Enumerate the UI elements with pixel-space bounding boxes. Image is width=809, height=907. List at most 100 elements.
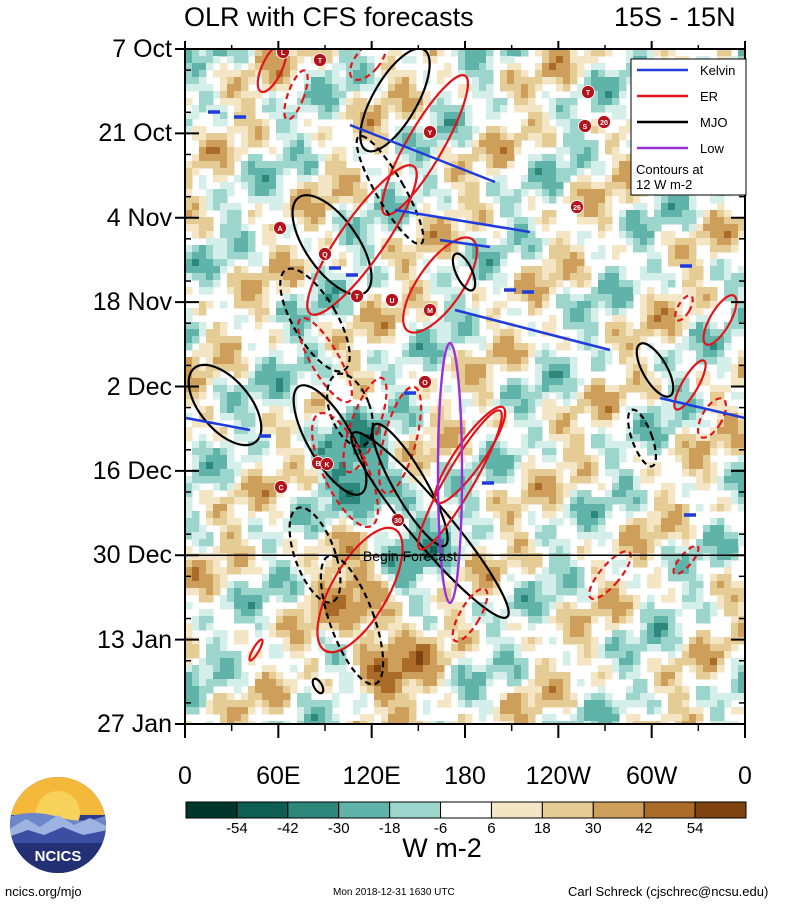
contour-17 xyxy=(377,385,423,495)
colorbar-units: W m-2 xyxy=(402,833,482,863)
contour-30 xyxy=(588,550,632,600)
storm-label-14: K xyxy=(324,462,329,469)
tropical-storm-markers: L T T Y S 20 A Q 26 T U M O B K C 30 xyxy=(273,49,611,527)
plot-frame xyxy=(175,41,746,738)
footer-author: Carl Schreck (cjschrec@ncsu.edu) xyxy=(568,884,769,899)
contour-31 xyxy=(672,544,700,576)
y-tick-label-5: 16 Dec xyxy=(92,456,172,485)
storm-marker-6: A xyxy=(273,221,287,235)
storm-label-6: A xyxy=(277,226,282,233)
storm-marker-8: 26 xyxy=(570,200,584,214)
logo-text: NCICS xyxy=(35,848,82,865)
colorbar-tick-label-0: -54 xyxy=(226,820,248,837)
contour-3 xyxy=(348,49,388,82)
colorbar-tick-label-8: 42 xyxy=(635,820,653,837)
colorbar-tick-label-2: -30 xyxy=(327,820,350,837)
storm-label-13: B xyxy=(315,461,320,468)
low-contour xyxy=(436,341,464,605)
contour-21 xyxy=(316,526,404,654)
storm-label-7: Q xyxy=(322,252,328,259)
storm-marker-9: T xyxy=(350,289,364,303)
x-tick-label-3: 180 xyxy=(444,762,486,790)
y-tick-label-8: 27 Jan xyxy=(96,710,172,738)
storm-marker-4: S xyxy=(578,119,592,133)
x-tick-label-0: 0 xyxy=(178,762,192,790)
x-tick-label-1: 60E xyxy=(256,762,301,790)
colorbar-tick-label-4: -6 xyxy=(433,820,448,837)
begin-forecast-label: Begin Forecast xyxy=(363,548,457,564)
x-tick-label-4: 120W xyxy=(525,762,591,790)
storm-marker-10: U xyxy=(385,293,399,307)
contour-28 xyxy=(626,408,658,468)
footer-url[interactable]: ncics.org/mjo xyxy=(5,884,82,899)
storm-marker-5: 20 xyxy=(597,115,611,129)
contour-6 xyxy=(291,194,373,296)
colorbar-swatch-7 xyxy=(541,801,594,819)
colorbar-swatch-1 xyxy=(236,801,289,819)
chart-region: 15S - 15N xyxy=(614,2,736,32)
storm-label-1: T xyxy=(318,58,323,65)
storm-marker-14: K xyxy=(320,457,334,471)
colorbar-tick-label-7: 30 xyxy=(584,820,602,837)
ncics-logo: NCICS xyxy=(10,777,106,873)
storm-label-9: T xyxy=(355,294,360,301)
storm-label-16: 30 xyxy=(394,518,402,525)
y-tick-label-3: 18 Nov xyxy=(92,288,172,317)
contour-19 xyxy=(350,431,510,619)
storm-label-8: 26 xyxy=(573,205,581,212)
contour-9 xyxy=(451,252,477,292)
contour-14 xyxy=(292,384,368,496)
colorbar xyxy=(185,801,747,819)
y-tick-label-1: 21 Oct xyxy=(98,119,172,148)
x-tick-label-2: 120E xyxy=(342,762,401,790)
storm-marker-12: O xyxy=(418,375,432,389)
legend-note-2: 12 W m-2 xyxy=(636,177,692,192)
contour-5 xyxy=(355,134,425,246)
legend-note-1: Contours at xyxy=(636,162,704,177)
footer-timestamp: Mon 2018-12-31 1630 UTC xyxy=(333,887,455,898)
colorbar-swatch-2 xyxy=(287,801,340,819)
storm-label-15: C xyxy=(278,485,283,492)
contour-15 xyxy=(310,411,380,529)
contour-29 xyxy=(696,397,728,439)
colorbar-swatch-5 xyxy=(440,801,492,819)
contour-8 xyxy=(402,236,478,334)
storm-label-0: L xyxy=(281,50,286,57)
colorbar-swatch-9 xyxy=(643,801,696,819)
kelvin-band-1 xyxy=(394,208,531,234)
chart-title: OLR with CFS forecasts xyxy=(184,2,474,32)
kelvin-band-4 xyxy=(659,396,745,420)
contour-32 xyxy=(702,294,738,346)
colorbar-tick-label-1: -42 xyxy=(276,820,299,837)
kelvin-band-5 xyxy=(439,238,491,249)
contour-1 xyxy=(283,69,309,121)
colorbar-tick-label-3: -18 xyxy=(378,820,401,837)
y-tick-label-6: 30 Dec xyxy=(92,541,172,570)
contour-35 xyxy=(311,677,325,695)
kelvin-band-0 xyxy=(349,123,496,184)
colorbar-tick-label-6: 18 xyxy=(534,820,551,837)
y-tick-label-4: 2 Dec xyxy=(106,372,172,401)
colorbar-swatch-3 xyxy=(338,801,391,819)
legend-label-1: ER xyxy=(700,89,718,104)
storm-marker-7: Q xyxy=(318,247,332,261)
colorbar-swatch-6 xyxy=(490,801,543,819)
contour-23 xyxy=(433,405,507,505)
contour-11 xyxy=(297,316,353,404)
contour-16 xyxy=(342,376,388,474)
wave-filter-contours xyxy=(185,49,745,695)
legend-label-0: Kelvin xyxy=(700,63,735,78)
legend-label-3: Low xyxy=(700,141,724,156)
storm-marker-0: L xyxy=(276,49,290,59)
x-tick-label-5: 60W xyxy=(625,762,678,790)
storm-marker-15: C xyxy=(274,480,288,494)
contour-24 xyxy=(417,409,503,551)
storm-marker-1: T xyxy=(313,53,327,67)
contour-33 xyxy=(674,294,694,322)
contour-7 xyxy=(306,164,418,316)
colorbar-swatch-8 xyxy=(592,801,645,819)
y-tick-label-7: 13 Jan xyxy=(96,625,172,654)
y-tick-label-0: 7 Oct xyxy=(112,35,172,63)
